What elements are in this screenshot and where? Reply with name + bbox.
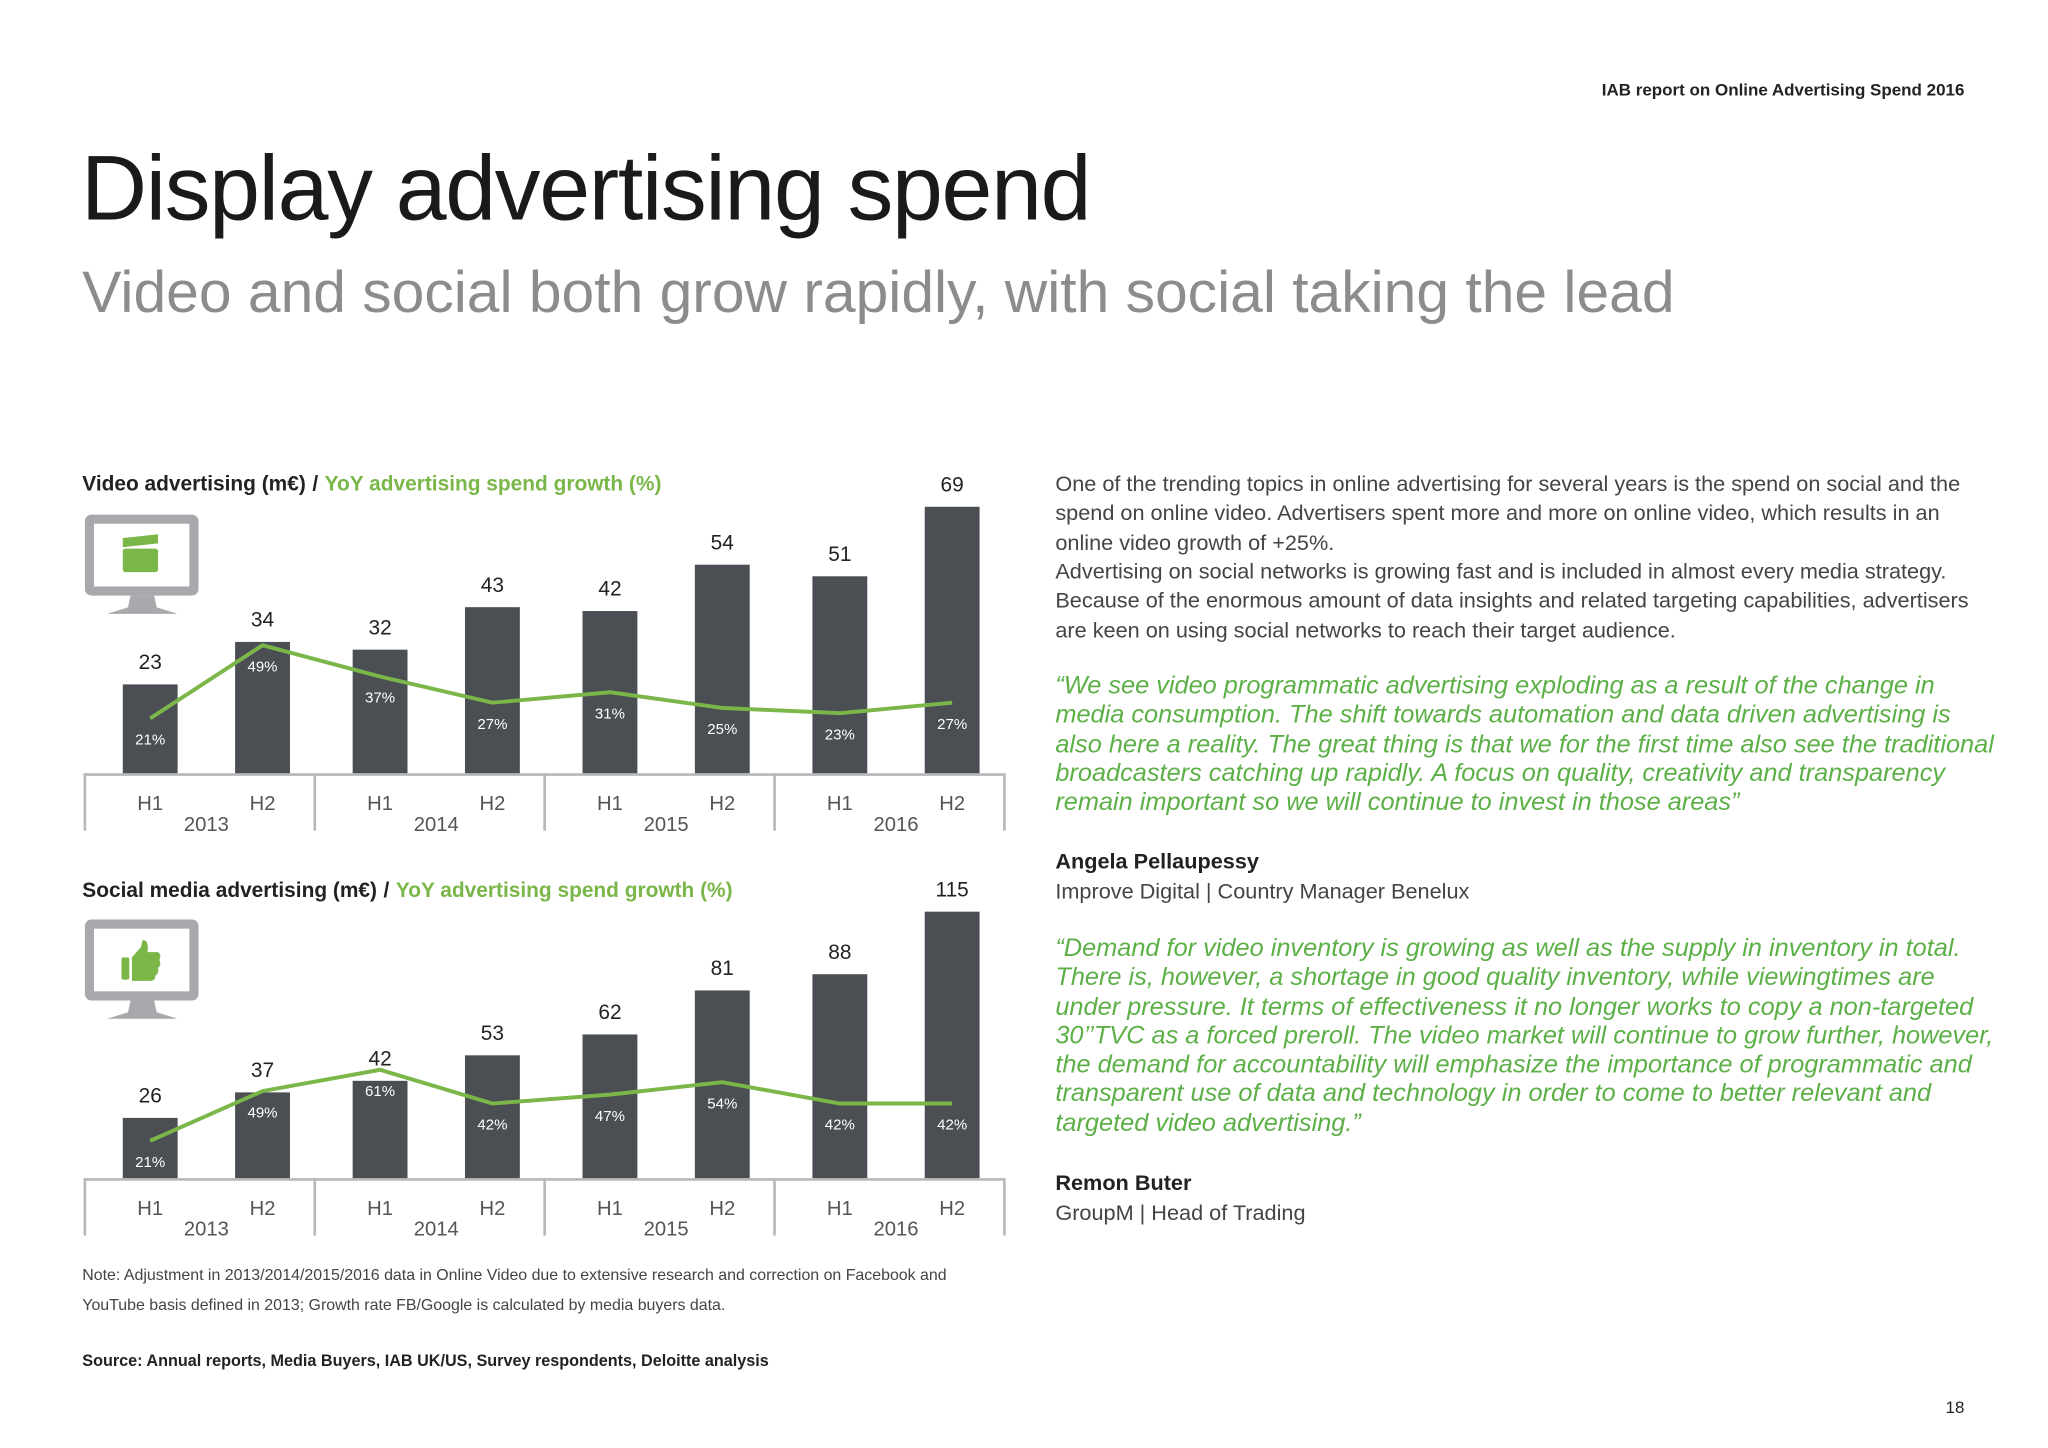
x-tick-label: H2 (939, 793, 965, 815)
group-label: 2016 (873, 1219, 918, 1241)
group-label: 2013 (184, 1219, 229, 1241)
x-tick-label: H2 (479, 1198, 505, 1220)
x-tick-label: H2 (939, 1198, 965, 1220)
bar (122, 1117, 178, 1179)
value-label: 32 (368, 616, 391, 639)
growth-label: 49% (247, 1104, 277, 1121)
x-tick-label: H1 (137, 793, 163, 815)
value-label: 62 (598, 1001, 621, 1024)
growth-line (149, 1067, 953, 1143)
bar (924, 911, 980, 1179)
page-number: 18 (1945, 1397, 1965, 1418)
social-icon (84, 919, 199, 1019)
value-label: 26 (139, 1084, 162, 1107)
body-paragraph: Advertising on social networks is growin… (1055, 559, 1969, 643)
growth-label: 47% (595, 1108, 625, 1125)
quote-role: Improve Digital | Country Manager Benelu… (1055, 879, 1470, 904)
title-series-name: Social media advertising (m€) (82, 878, 377, 901)
charts: Video advertising (m€) / YoY advertising s… (82, 472, 1006, 1241)
x-tick-label: H2 (709, 793, 735, 815)
growth-label: 37% (365, 690, 395, 707)
growth-label: 42% (477, 1117, 507, 1134)
value-label: 42 (598, 578, 621, 601)
title-separator: / (383, 878, 389, 901)
quote: “Demand for video inventory is growing a… (1055, 933, 1994, 1138)
value-label: 54 (711, 531, 734, 554)
x-tick-label: H2 (250, 793, 276, 815)
title-separator: / (312, 472, 318, 495)
value-label: 42 (368, 1047, 391, 1070)
title-series-name: YoY advertising spend growth (%) (396, 878, 733, 901)
header: IAB report on Online Advertising Spend 2… (1601, 79, 1965, 100)
growth-label: 21% (135, 1154, 165, 1171)
bar (924, 506, 980, 774)
growth-label: 54% (707, 1095, 737, 1112)
chart-title: Social media advertising (m€) / YoY advert… (82, 878, 732, 901)
growth-label: 23% (825, 726, 855, 743)
bar (235, 641, 290, 774)
page-subtitle: Video and social both grow rapidly, with… (82, 258, 1675, 326)
x-tick-label: H1 (367, 793, 393, 815)
group-label: 2014 (414, 814, 459, 836)
group-label: 2014 (414, 1219, 459, 1241)
x-tick-label: H2 (250, 1198, 276, 1220)
quote-role: GroupM | Head of Trading (1055, 1200, 1306, 1226)
growth-label: 42% (937, 1117, 967, 1134)
x-tick-label: H1 (827, 793, 853, 815)
bar (812, 974, 868, 1179)
growth-line (149, 643, 953, 721)
quote-author: Remon Buter (1055, 1170, 1192, 1196)
value-label: 81 (711, 957, 734, 980)
value-label: 51 (828, 543, 851, 566)
value-label: 43 (481, 574, 504, 597)
value-label: 69 (941, 473, 964, 496)
quote-author: Angela Pellaupessy (1055, 848, 1259, 874)
bar (464, 1055, 520, 1179)
value-label: 53 (481, 1022, 504, 1045)
growth-label: 42% (825, 1117, 855, 1134)
growth-label: 27% (477, 716, 507, 733)
value-label: 88 (828, 941, 851, 964)
quote: “We see video programmatic advertising e… (1055, 671, 1994, 817)
bar (235, 1092, 290, 1179)
growth-label: 27% (937, 716, 967, 733)
growth-label: 25% (707, 721, 737, 738)
value-label: 34 (251, 609, 274, 632)
bar (352, 649, 408, 774)
group-label: 2013 (184, 814, 229, 836)
note: Note: Adjustment in 2013/2014/2015/2016 … (82, 1265, 947, 1314)
group-label: 2016 (873, 814, 918, 836)
growth-label: 31% (595, 705, 625, 722)
growth-label: 21% (135, 732, 165, 749)
group-label: 2015 (644, 1219, 689, 1241)
value-label: 23 (139, 651, 162, 674)
title-series-name: Video advertising (m€) (82, 472, 306, 495)
bar (122, 684, 178, 774)
bar (694, 564, 750, 774)
page-title: Display advertising spend (80, 137, 1091, 240)
growth-label: 61% (365, 1083, 395, 1100)
value-label: 115 (936, 878, 969, 901)
video-icon (84, 514, 199, 614)
x-tick-label: H1 (137, 1198, 163, 1220)
x-tick-label: H1 (367, 1198, 393, 1220)
x-tick-label: H1 (597, 793, 623, 815)
bar (352, 1080, 408, 1179)
x-tick-label: H1 (827, 1198, 853, 1220)
title-series-name: YoY advertising spend growth (%) (325, 472, 662, 495)
x-tick-label: H2 (479, 793, 505, 815)
body-paragraph: One of the trending topics in online adv… (1055, 471, 1961, 555)
growth-label: 49% (247, 658, 277, 675)
bar (464, 607, 520, 774)
value-label: 37 (251, 1059, 274, 1082)
x-tick-label: H2 (709, 1198, 735, 1220)
source: Source: Annual reports, Media Buyers, IA… (82, 1351, 769, 1371)
chart-title: Video advertising (m€) / YoY advertising s… (82, 472, 661, 495)
bar (812, 576, 868, 774)
x-tick-label: H1 (597, 1198, 623, 1220)
group-label: 2015 (644, 814, 689, 836)
bar (582, 1034, 638, 1179)
